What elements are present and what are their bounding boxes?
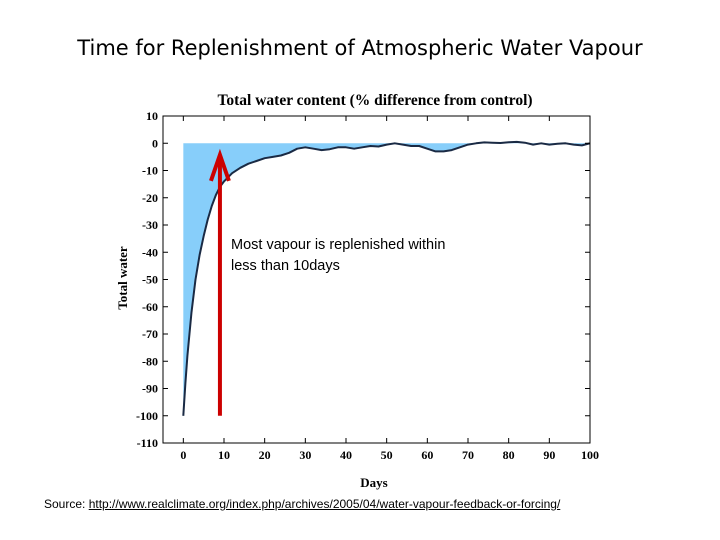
y-tick-label: -110 bbox=[137, 436, 158, 450]
series-0-fill bbox=[183, 141, 591, 416]
y-tick-label: -20 bbox=[142, 191, 158, 205]
arrow-head bbox=[209, 148, 231, 182]
arrow-layer bbox=[209, 148, 231, 416]
x-tick-label: 50 bbox=[381, 448, 393, 462]
annotation: Most vapour is replenished within less t… bbox=[231, 235, 521, 277]
y-tick-label: -40 bbox=[142, 245, 158, 259]
y-tick-label: -90 bbox=[142, 382, 158, 396]
source-link[interactable]: http://www.realclimate.org/index.php/arc… bbox=[88, 497, 561, 511]
x-tick-label: 0 bbox=[180, 448, 186, 462]
area-layer bbox=[182, 140, 591, 416]
y-tick-label: 10 bbox=[146, 109, 158, 123]
y-tick-label: -30 bbox=[142, 218, 158, 232]
x-axis-label: Days bbox=[360, 475, 387, 490]
y-tick-label: -60 bbox=[142, 300, 158, 314]
chart-title: Total water content (% difference from c… bbox=[217, 92, 532, 109]
x-tick-label: 70 bbox=[462, 448, 474, 462]
slide-title: Time for Replenishment of Atmospheric Wa… bbox=[77, 36, 643, 60]
series-0-line bbox=[182, 140, 591, 416]
y-tick-label: -70 bbox=[142, 327, 158, 341]
y-tick-label: -10 bbox=[142, 164, 158, 178]
annotation-line-1: Most vapour is replenished within bbox=[231, 237, 446, 253]
y-tick-label: -50 bbox=[142, 273, 158, 287]
x-tick-label: 100 bbox=[581, 448, 599, 462]
annotation-line-2: less than 10days bbox=[231, 258, 340, 274]
y-axis-label: Total water bbox=[115, 246, 130, 310]
x-tick-label: 80 bbox=[503, 448, 515, 462]
y-tick-label: -80 bbox=[142, 354, 158, 368]
y-tick-label: 0 bbox=[152, 136, 158, 150]
source-prefix: Source: bbox=[44, 497, 89, 511]
x-tick-label: 30 bbox=[299, 448, 311, 462]
x-tick-label: 20 bbox=[259, 448, 271, 462]
x-tick-label: 60 bbox=[421, 448, 433, 462]
x-tick-label: 10 bbox=[218, 448, 230, 462]
x-tick-label: 40 bbox=[340, 448, 352, 462]
x-tick-label: 90 bbox=[543, 448, 555, 462]
y-tick-label: -100 bbox=[136, 409, 158, 423]
source-citation: Source: http://www.realclimate.org/index… bbox=[44, 497, 714, 511]
